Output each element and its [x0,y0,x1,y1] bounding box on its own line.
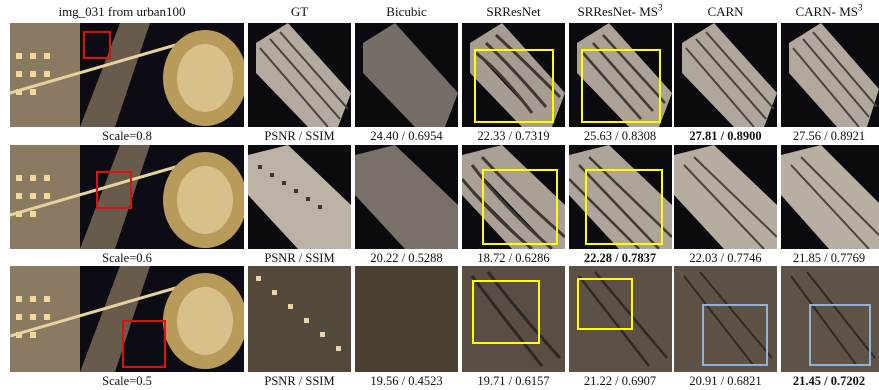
crop-bicubic-row3 [355,266,458,372]
crop-carn-ms3-row3 [781,266,879,372]
header-carn: CARN [707,4,744,19]
caption-bicubic: 24.40 / 0.6954 [370,129,443,143]
scale-label: Scale=0.5 [102,374,152,388]
caption-bicubic: 20.22 / 0.5288 [370,251,443,265]
header-gt: GT [290,4,309,19]
source-image-row2 [10,145,244,249]
caption-gt: PSNR / SSIM [264,251,335,265]
caption-srresnet-ms3: 22.28 / 0.7837 [583,251,657,265]
crop-carn-ms3-row1 [781,23,879,127]
caption-carn-ms3: 21.45 / 0.7202 [792,374,866,388]
caption-bicubic: 19.56 / 0.4523 [370,374,443,388]
crop-bicubic-row1 [355,23,458,127]
crop-srresnet-ms3-row3 [569,266,672,372]
crop-srresnet-ms3-row1 [569,23,672,127]
caption-srresnet: 18.72 / 0.6286 [477,251,550,265]
crop-carn-ms3-row2 [781,145,879,249]
caption-carn: 22.03 / 0.7746 [689,251,762,265]
scale-label: Scale=0.6 [102,251,152,265]
header-carn-ms3: CARN- MS3 [795,2,863,19]
crop-gt-row2 [248,145,351,249]
caption-carn: 20.91 / 0.6821 [689,374,762,388]
caption-gt: PSNR / SSIM [264,129,335,143]
scale-label: Scale=0.8 [102,129,152,143]
crop-carn-row1 [674,23,777,127]
night-street-photo [10,23,244,127]
caption-carn-ms3: 27.56 / 0.8921 [792,129,866,143]
caption-carn-ms3: 21.85 / 0.7769 [792,251,866,265]
crop-carn-row3 [674,266,777,372]
crop-srresnet-row1 [462,23,565,127]
caption-gt: PSNR / SSIM [264,374,335,388]
crop-srresnet-row2 [462,145,565,249]
crop-carn-row2 [674,145,777,249]
crop-bicubic-row2 [355,145,458,249]
source-image-row3 [10,266,244,372]
source-image-row1 [10,23,244,127]
header-source: img_031 from urban100 [58,4,186,19]
caption-srresnet: 22.33 / 0.7319 [477,129,550,143]
crop-srresnet-ms3-row2 [569,145,672,249]
caption-srresnet-ms3: 21.22 / 0.6907 [583,374,657,388]
caption-srresnet: 19.71 / 0.6157 [477,374,550,388]
caption-carn: 27.81 / 0.8900 [689,129,762,143]
caption-srresnet-ms3: 25.63 / 0.8308 [583,129,657,143]
header-srresnet-ms3: SRResNet- MS3 [577,2,663,19]
crop-gt-row3 [248,266,351,372]
crop-srresnet-row3 [462,266,565,372]
header-bicubic: Bicubic [386,4,427,19]
header-srresnet: SRResNet [486,4,541,19]
crop-gt-row1 [248,23,351,127]
